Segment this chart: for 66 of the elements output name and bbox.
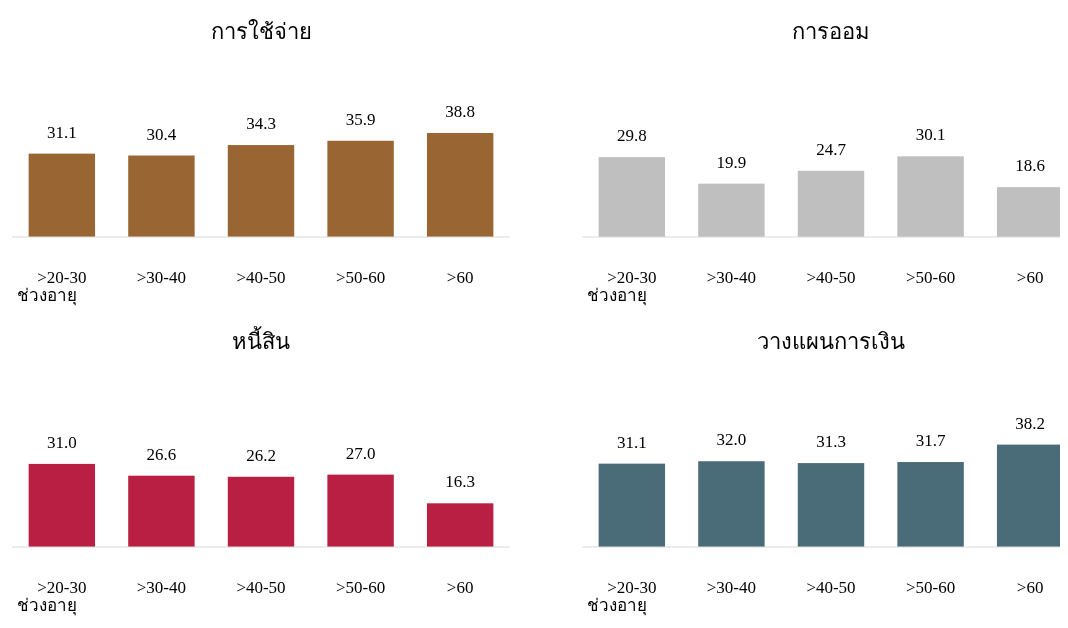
x-tick-label: >60 [1016, 268, 1044, 287]
x-axis-title: ช่วงอายุ [586, 596, 647, 616]
bar [797, 170, 865, 237]
bar [897, 156, 964, 237]
chart-title: หนี้สิน [232, 326, 290, 354]
bar [327, 474, 394, 547]
bar [227, 145, 295, 237]
bar [426, 503, 494, 547]
x-tick-label: >50-60 [335, 268, 386, 287]
data-label: 27.0 [345, 443, 376, 463]
bar [698, 461, 765, 547]
data-label: 24.7 [816, 139, 847, 159]
bar [227, 476, 295, 547]
bar [28, 463, 96, 547]
bar [128, 155, 195, 237]
bar [698, 183, 765, 237]
x-tick-label: >60 [446, 578, 474, 597]
data-label: 30.4 [146, 124, 177, 144]
x-tick-label: >20-30 [607, 268, 657, 287]
chart-title: การออม [792, 19, 870, 44]
data-label: 16.3 [445, 472, 476, 492]
x-tick-label: >30-40 [136, 578, 187, 597]
x-tick-label: >60 [1016, 578, 1044, 597]
x-tick-label: >30-40 [136, 268, 187, 287]
x-tick-label: >50-60 [905, 268, 956, 287]
data-label: 26.2 [246, 445, 276, 465]
x-axis-title: ช่วงอายุ [16, 286, 77, 306]
data-label: 18.6 [1015, 156, 1046, 176]
x-tick-label: >40-50 [236, 578, 286, 597]
data-label: 38.8 [445, 102, 476, 121]
x-axis-title: ช่วงอายุ [16, 596, 77, 616]
data-label: 19.9 [716, 152, 747, 172]
data-label: 31.7 [915, 431, 946, 451]
x-tick-label: >20-30 [607, 578, 657, 597]
data-label: 31.1 [46, 122, 77, 142]
x-tick-label: >60 [446, 268, 474, 287]
data-label: 31.3 [816, 432, 846, 452]
data-label: 26.6 [146, 444, 177, 464]
bar [598, 463, 666, 547]
x-tick-label: >30-40 [706, 268, 757, 287]
data-label: 29.8 [616, 126, 647, 146]
x-tick-label: >40-50 [236, 268, 286, 287]
x-tick-label: >50-60 [335, 578, 386, 597]
data-label: 34.3 [246, 114, 276, 134]
chart-title: วางแผนการเงิน [757, 329, 905, 354]
bar [327, 140, 394, 237]
bar [28, 153, 96, 237]
data-label: 35.9 [345, 109, 376, 129]
bar [797, 463, 865, 547]
bar [897, 462, 964, 547]
data-label: 31.1 [616, 432, 647, 452]
bar [598, 157, 666, 237]
x-tick-label: >40-50 [806, 578, 856, 597]
x-tick-label: >20-30 [37, 578, 87, 597]
data-label: 30.1 [915, 125, 946, 145]
bar [128, 475, 195, 547]
x-tick-label: >20-30 [37, 268, 87, 287]
chart-title: การใช้จ่าย [210, 19, 312, 44]
x-tick-label: >50-60 [905, 578, 956, 597]
data-label: 32.0 [716, 430, 747, 450]
x-tick-label: >30-40 [706, 578, 757, 597]
bar [426, 133, 494, 237]
data-label: 38.2 [1015, 413, 1046, 433]
x-tick-label: >40-50 [806, 268, 856, 287]
x-axis-title: ช่วงอายุ [586, 286, 647, 306]
data-label: 31.0 [46, 432, 77, 452]
